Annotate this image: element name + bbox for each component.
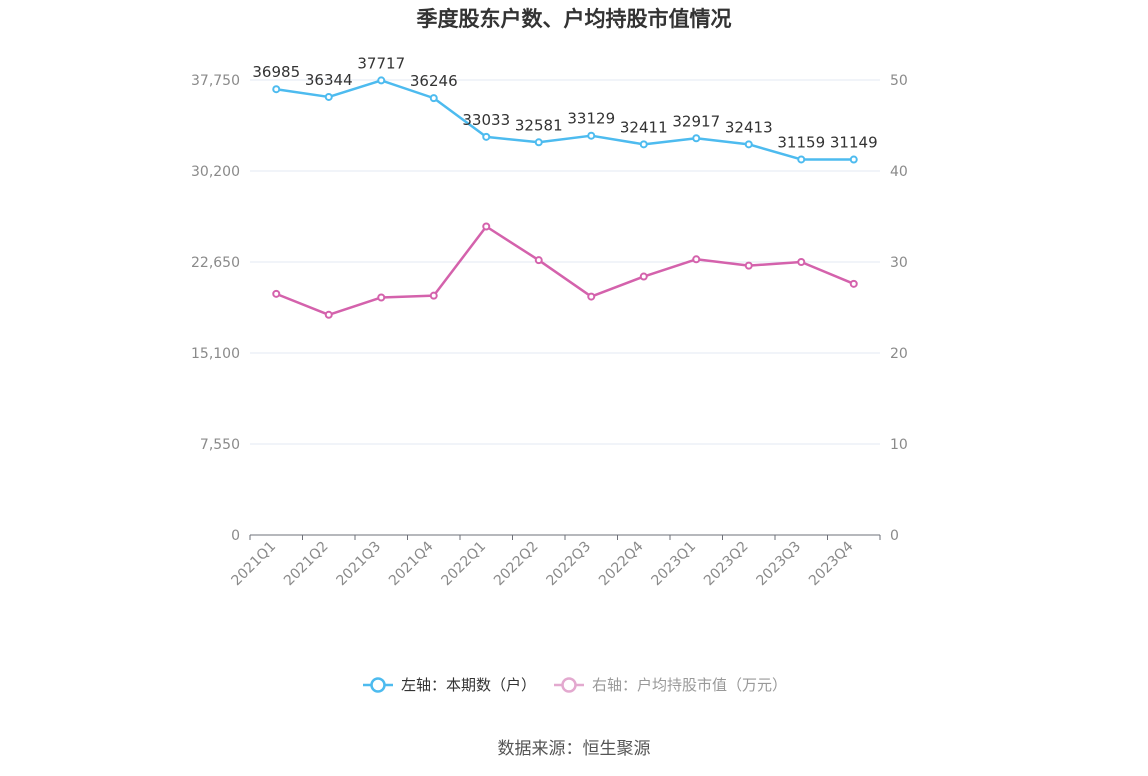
left-axis-tick-label: 37,750: [191, 73, 240, 89]
right-axis-tick-label: 30: [890, 255, 908, 271]
data-label: 31159: [777, 133, 825, 151]
data-point-marker[interactable]: [324, 310, 333, 319]
data-point-marker[interactable]: [587, 292, 596, 301]
left-axis-tick-label: 7,550: [200, 437, 240, 453]
right-axis-tick-label: 10: [890, 437, 908, 453]
legend-label: 左轴：本期数（户）: [401, 676, 536, 694]
data-label: 36246: [410, 72, 458, 90]
right-axis-tick-label: 20: [890, 346, 908, 362]
data-point-marker[interactable]: [324, 92, 333, 101]
data-label: 33129: [567, 110, 615, 128]
series-line-2: [275, 225, 855, 317]
data-label: 31149: [830, 134, 878, 152]
data-point-marker[interactable]: [272, 289, 281, 298]
data-point-marker[interactable]: [744, 261, 753, 270]
data-point-marker[interactable]: [744, 140, 753, 149]
data-label: 36985: [252, 63, 300, 81]
data-point-marker[interactable]: [377, 293, 386, 302]
left-axis-tick-label: 15,100: [191, 346, 240, 362]
x-axis-tick-label: 2022Q3: [543, 539, 594, 590]
x-axis-tick-label: 2021Q1: [228, 539, 279, 590]
data-point-marker[interactable]: [849, 279, 858, 288]
x-axis-tick-label: 2023Q3: [753, 539, 804, 590]
grid-lines: [250, 79, 880, 445]
left-axis-tick-label: 30,200: [191, 164, 240, 180]
legend-label: 右轴：户均持股市值（万元）: [592, 676, 787, 694]
x-axis-tick-label: 2022Q2: [491, 539, 542, 590]
data-point-marker[interactable]: [692, 255, 701, 264]
data-point-marker[interactable]: [429, 94, 438, 103]
data-point-marker[interactable]: [849, 155, 858, 164]
data-point-marker[interactable]: [639, 272, 648, 281]
x-axis-tick-label: 2023Q2: [701, 539, 752, 590]
x-axis-tick-label: 2022Q1: [438, 539, 489, 590]
chart-title: 季度股东户数、户均持股市值情况: [417, 7, 732, 31]
data-label: 33033: [462, 111, 510, 129]
legend-marker-icon: [561, 677, 577, 693]
left-axis-tick-label: 0: [231, 528, 240, 544]
left-axis-tick-label: 22,650: [191, 255, 240, 271]
right-axis-tick-label: 40: [890, 164, 908, 180]
data-label: 32917: [672, 112, 720, 130]
right-axis-tick-label: 0: [890, 528, 899, 544]
data-point-marker[interactable]: [534, 138, 543, 147]
legend[interactable]: 左轴：本期数（户） 右轴：户均持股市值（万元）: [363, 676, 787, 694]
data-point-marker[interactable]: [797, 258, 806, 266]
data-point-marker[interactable]: [377, 76, 386, 85]
data-point-marker[interactable]: [429, 291, 438, 300]
data-point-marker[interactable]: [692, 134, 701, 143]
x-axis-tick-label: 2022Q4: [596, 538, 647, 589]
x-axis-tick-label: 2021Q2: [281, 539, 332, 590]
data-label: 32411: [620, 118, 668, 136]
x-axis-tick-label: 2021Q3: [333, 539, 384, 590]
data-point-marker[interactable]: [639, 140, 648, 149]
legend-item-2[interactable]: 右轴：户均持股市值（万元）: [554, 676, 787, 694]
x-axis-tick-label: 2023Q1: [648, 539, 699, 590]
data-point-marker[interactable]: [534, 256, 543, 265]
series-line-1: [276, 79, 854, 161]
data-point-marker[interactable]: [482, 132, 491, 141]
data-point-marker[interactable]: [797, 155, 806, 164]
data-label: 32581: [515, 116, 563, 134]
data-point-marker[interactable]: [482, 222, 491, 231]
right-axis-tick-label: 50: [890, 73, 908, 89]
source-note: 数据来源：恒生聚源: [498, 739, 651, 759]
legend-marker-icon: [370, 677, 386, 693]
data-point-marker[interactable]: [587, 131, 596, 140]
data-label: 37717: [357, 54, 405, 72]
data-label: 36344: [305, 71, 353, 89]
data-point-marker[interactable]: [272, 85, 281, 94]
legend-item-1[interactable]: 左轴：本期数（户）: [363, 676, 536, 694]
x-axis-tick-label: 2021Q4: [386, 538, 437, 589]
data-label: 32413: [725, 118, 773, 136]
x-axis-tick-label: 2023Q4: [806, 538, 857, 589]
